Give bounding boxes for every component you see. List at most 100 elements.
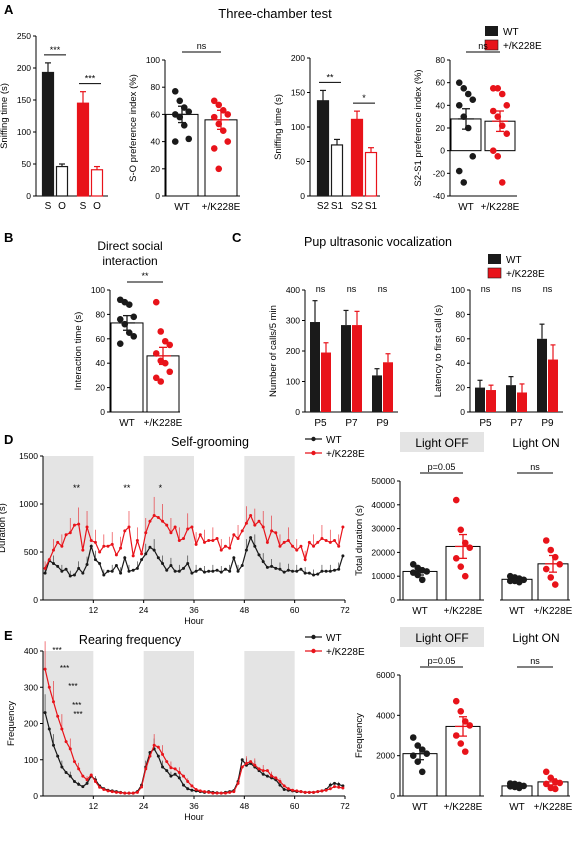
E1-data-point [307,790,311,794]
D1-data-point [291,544,295,548]
C1-y-tick-label: 400 [286,285,300,295]
D1-data-point [47,558,51,562]
D1-data-point [236,569,240,573]
legend-a-mut-label: +/K228E [503,41,542,52]
D1-data-point [253,523,257,527]
D1-data-point [257,553,261,557]
E1-data-point [43,667,47,671]
D1-x-axis-label: Hour [184,616,204,626]
D1-data-point [77,566,81,570]
E1-data-point [249,760,253,764]
D1-data-point [202,570,206,574]
E1-data-point [240,758,244,762]
C1-x-tick-label: P9 [376,418,389,429]
D1-data-point [333,568,337,572]
D1-y-tick-label: 0 [33,595,38,605]
B-y-tick-label: 40 [96,358,106,368]
B-data-point [161,337,169,345]
E2-y-axis-label: Frequency [354,713,365,758]
E1-data-point [223,791,227,795]
E1-data-point [144,767,148,771]
D1-data-point [324,538,328,542]
D1-data-point [236,537,240,541]
E2-x-tick-label: WT [412,802,428,813]
A3-bar [316,100,330,197]
E1-data-point [110,790,114,794]
A1-sig-label: *** [85,74,96,84]
D1-data-point [186,562,190,566]
E1-data-point [114,790,118,794]
D1-data-point [270,564,274,568]
D1-data-point [240,563,244,567]
A2-data-point [210,97,218,105]
D2-data-point [452,555,460,562]
E1-data-point [265,774,269,778]
E1-data-point [316,790,320,794]
A2-y-tick-label: 60 [151,109,161,119]
D1-data-point [110,542,114,546]
E1-data-point [51,700,55,704]
light-off-box-e [400,627,484,647]
A1-bar [76,102,90,197]
E1-data-point [324,788,328,792]
C1-bar [341,325,351,412]
D1-data-point [198,567,202,571]
E1-data-point [207,790,211,794]
B-data-point [152,350,160,357]
E1-data-point [312,790,316,794]
D2-y-tick-label: 40000 [371,500,395,510]
D3-data-point [547,574,555,581]
D3-data-point [547,546,555,554]
D1-data-point [295,569,299,573]
D1-data-point [286,568,290,572]
D1-data-point [278,567,282,571]
E1-data-point [341,784,345,788]
D1-x-tick-label: 12 [89,605,99,615]
E1-data-point [140,785,144,789]
D1-data-point [219,570,223,574]
D1-data-point [144,531,148,535]
A3-x-tick-label: S1 [365,201,378,212]
legend-e-wt-label: WT [326,633,342,644]
D1-data-point [307,540,311,544]
C1-y-tick-label: 100 [286,377,300,387]
E1-data-point [47,685,51,689]
legend-d: WT +/K228E [305,435,365,460]
D1-data-point [98,550,102,554]
E1-y-tick-label: 0 [33,791,38,801]
A2-y-tick-label: 20 [151,164,161,174]
panel-title-a: Three-chamber test [218,6,332,21]
D1-data-point [140,558,144,562]
D1-data-point [43,571,47,575]
A4-data-point [455,102,463,109]
D1-y-tick-label: 1000 [19,499,38,509]
E2-y-tick-label: 6000 [376,670,395,680]
D2-data-point [457,563,465,570]
D1-data-point [81,548,85,552]
D1-data-point [152,514,156,518]
D1-data-point [131,554,135,558]
A4-data-point [455,79,463,86]
A4-data-point [464,90,472,98]
A4-data-point [503,102,511,109]
D1-data-point [333,538,337,542]
E1-data-point [341,786,345,790]
E1-data-point [169,774,173,778]
D1-data-point [81,571,85,575]
A4-y-tick-label: 80 [436,55,446,65]
D1-data-point [106,569,110,573]
C2-y-tick-label: 60 [456,334,466,344]
C2-bar [486,390,496,412]
A2-y-tick-label: 100 [146,55,160,65]
B-sig-label: ** [141,271,149,281]
A3-x-tick-label: S2 [351,201,364,212]
E1-data-point [215,791,219,795]
A4-data-point [489,107,497,115]
D1-data-point [270,529,274,533]
A3-bar [330,144,344,197]
D1-x-tick-label: 48 [240,605,250,615]
D2-data-point [418,576,426,584]
D1-data-point [152,548,156,552]
D1-data-point [56,564,60,568]
D3-data-point [551,581,559,588]
